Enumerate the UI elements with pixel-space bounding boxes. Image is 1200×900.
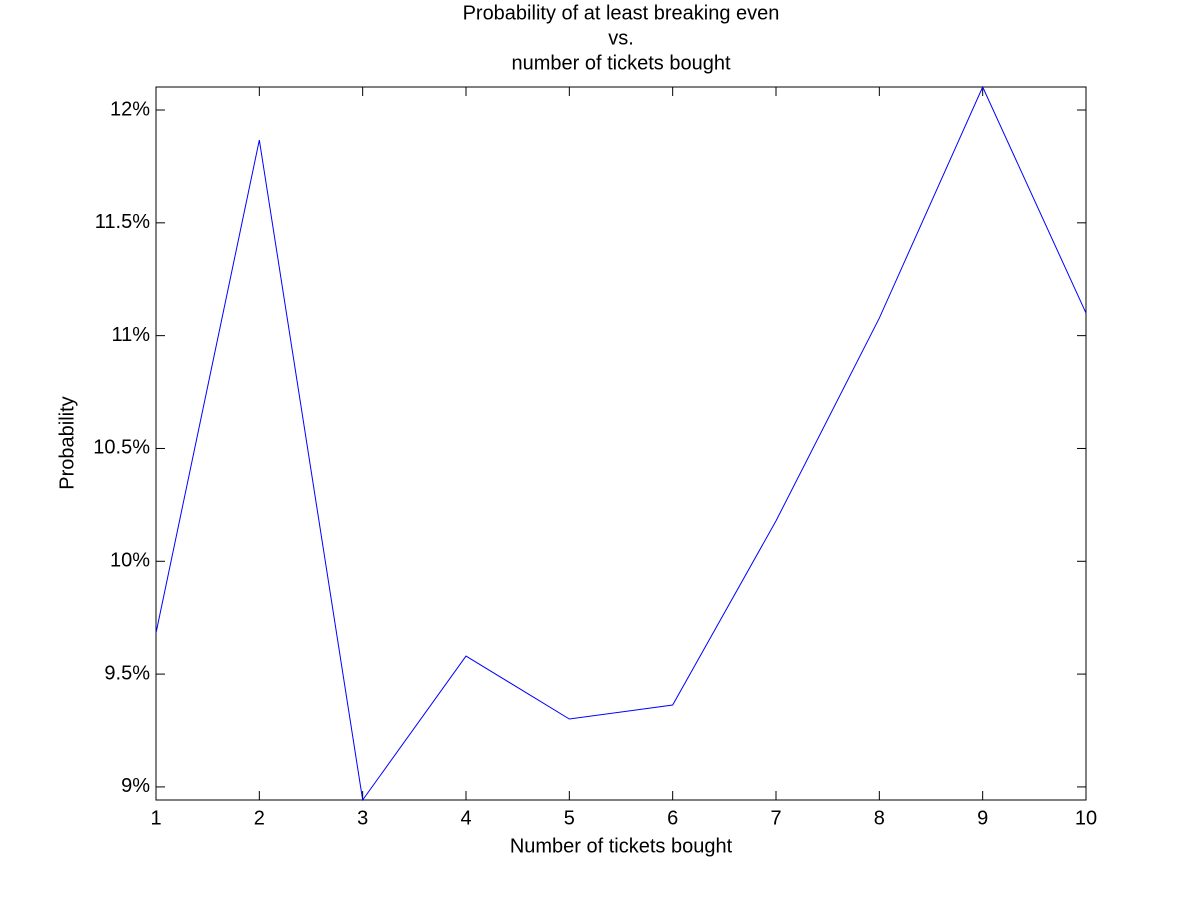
y-tick-label: 10.5% xyxy=(93,437,150,459)
y-tick-label: 11% xyxy=(111,324,150,346)
y-axis-label: Probability xyxy=(56,396,78,489)
x-tick-label: 5 xyxy=(564,807,575,829)
x-tick-label: 6 xyxy=(667,807,678,829)
x-tick-label: 7 xyxy=(770,807,781,829)
x-tick-label: 9 xyxy=(977,807,988,829)
data-line xyxy=(155,85,1087,802)
y-tick-label: 9% xyxy=(121,775,150,797)
x-tick-label: 8 xyxy=(874,807,885,829)
y-tick-label: 9.5% xyxy=(104,662,150,684)
y-tick-label: 12% xyxy=(110,98,150,120)
y-tick-label: 11.5% xyxy=(95,211,150,233)
x-axis-label: Number of tickets bought xyxy=(510,835,733,857)
x-tick-label: 2 xyxy=(254,807,265,829)
chart-title: Probability of at least breaking even xyxy=(463,2,780,24)
chart-title: vs. xyxy=(608,27,634,49)
axes-box xyxy=(155,86,1087,801)
chart-title: number of tickets bought xyxy=(511,52,730,74)
x-tick-label: 3 xyxy=(357,807,368,829)
y-tick-label: 10% xyxy=(110,550,150,572)
x-tick-label: 4 xyxy=(460,807,471,829)
x-tick-label: 1 xyxy=(150,807,161,829)
x-tick-label: 10 xyxy=(1075,807,1097,829)
